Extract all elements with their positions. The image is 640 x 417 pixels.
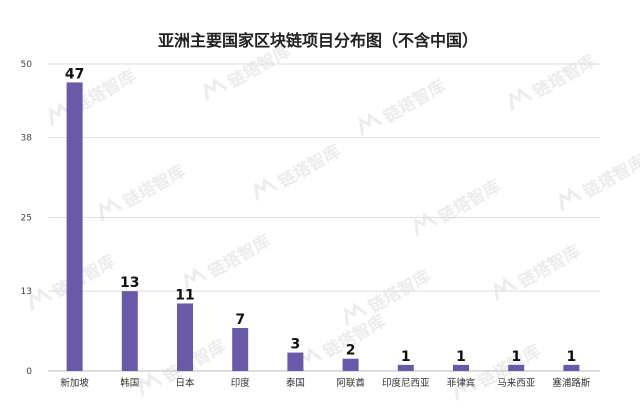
watermark: 链塔智库 — [203, 40, 294, 101]
watermark-text: 链塔智库 — [120, 160, 189, 212]
data-label: 1 — [456, 349, 466, 365]
x-tick-label: 新加坡 — [60, 377, 89, 389]
x-tick-label: 泰国 — [286, 377, 305, 389]
bar — [342, 358, 359, 371]
data-label: 1 — [511, 349, 521, 365]
watermark-text: 链塔智库 — [580, 150, 640, 202]
y-tick-label: 25 — [21, 214, 32, 224]
watermark: 链塔智库 — [413, 175, 504, 236]
x-tick-label: 印度尼西亚 — [382, 377, 430, 389]
bar — [453, 364, 469, 371]
watermark: 链塔智库 — [343, 265, 434, 326]
bar — [397, 364, 414, 371]
y-tick-label: 0 — [26, 367, 32, 377]
watermark: 链塔智库 — [558, 150, 640, 211]
chart-title: 亚洲主要国家区块链项目分布图（不含中国） — [158, 31, 478, 50]
bars — [66, 82, 580, 372]
x-tick-label: 印度 — [231, 377, 251, 389]
y-tick-label: 38 — [21, 134, 33, 144]
y-axis: 0 13 25 38 50 — [21, 60, 33, 377]
x-tick-label: 马来西亚 — [497, 378, 536, 389]
y-tick-label: 50 — [21, 60, 33, 70]
data-label: 3 — [291, 337, 301, 353]
data-label: 2 — [346, 343, 356, 359]
watermark: 链塔智库 — [98, 160, 189, 221]
watermark-text: 链塔智库 — [50, 250, 119, 302]
gridlines — [48, 63, 600, 372]
data-label: 7 — [235, 312, 245, 328]
bar — [563, 364, 580, 371]
watermark-text: 链塔智库 — [275, 140, 344, 192]
data-label: 1 — [401, 349, 411, 365]
bar — [232, 328, 249, 371]
bar — [121, 291, 138, 371]
bar — [66, 82, 83, 372]
bar — [508, 364, 525, 371]
bar — [287, 352, 304, 371]
watermark: 链塔智库 — [358, 75, 449, 136]
data-label: 13 — [120, 275, 139, 291]
data-label: 1 — [567, 349, 577, 365]
x-tick-label: 日本 — [175, 377, 195, 389]
watermark-text: 链塔智库 — [435, 175, 504, 227]
data-label: 11 — [175, 287, 194, 303]
watermark: 链塔智库 — [298, 310, 389, 371]
watermark-text: 链塔智库 — [380, 75, 449, 127]
watermark-text: 链塔智库 — [515, 240, 584, 292]
y-tick-label: 13 — [21, 287, 32, 297]
watermark: 链塔智库 — [493, 240, 584, 301]
watermark: 链塔智库 — [253, 140, 344, 201]
watermark-text: 链塔智库 — [530, 50, 599, 102]
bar — [177, 303, 193, 371]
x-tick-label: 塞浦路斯 — [552, 377, 591, 389]
watermark: 链塔智库 — [508, 50, 599, 111]
x-tick-label: 韩国 — [120, 377, 139, 389]
x-tick-label: 菲律宾 — [447, 377, 476, 389]
watermark-text: 链塔智库 — [205, 230, 274, 282]
watermark: 链塔智库 — [48, 65, 139, 126]
data-label: 47 — [65, 66, 84, 82]
x-tick-label: 阿联酋 — [336, 377, 365, 389]
x-axis: 新加坡 韩国 日本 印度 泰国 阿联酋 印度尼西亚 菲律宾 马来西亚 塞浦路斯 — [60, 377, 591, 389]
